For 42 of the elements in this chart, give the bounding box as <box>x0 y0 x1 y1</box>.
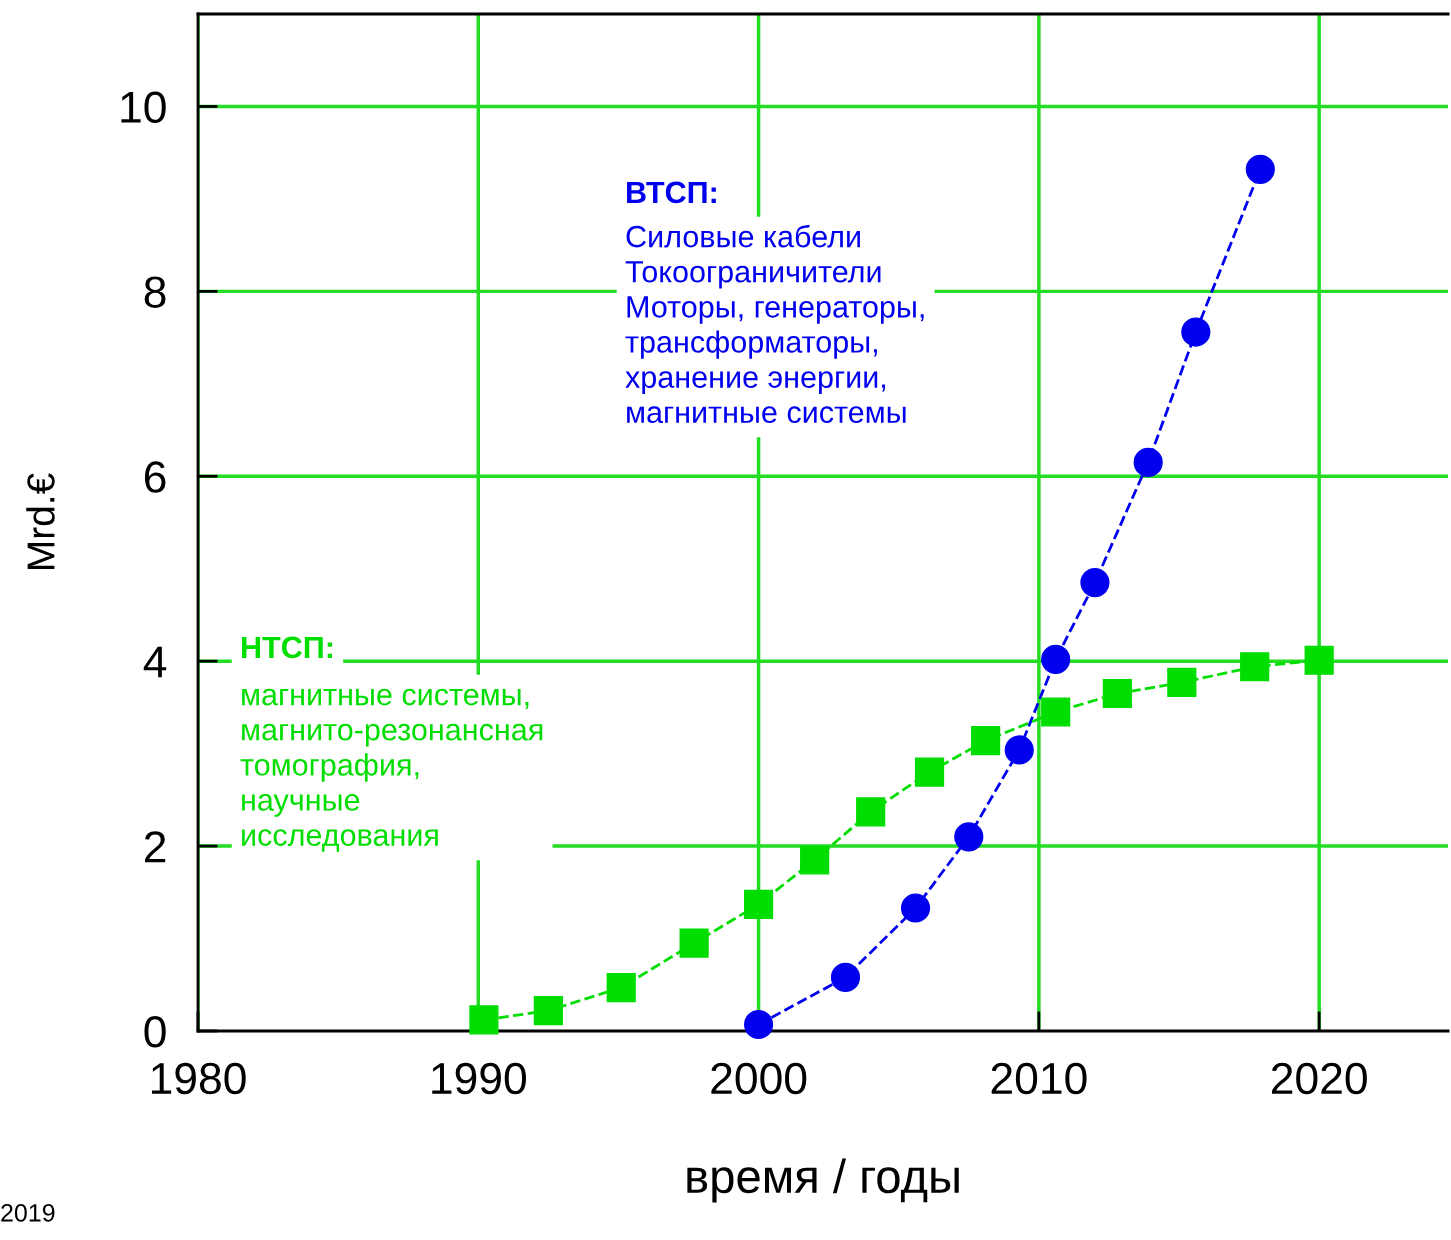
point <box>606 972 636 1003</box>
x-axis-title: время / годы <box>687 1158 959 1203</box>
point <box>1041 697 1071 727</box>
y-tick-label: 0 <box>144 1016 166 1048</box>
x-tick-label: 2010 <box>991 1062 1087 1095</box>
x-tick-label: 1980 <box>151 1062 246 1095</box>
point <box>971 726 1001 756</box>
point <box>1245 154 1275 184</box>
y-tick-label: 8 <box>144 276 166 308</box>
point <box>533 996 563 1026</box>
point <box>900 893 931 923</box>
point <box>743 1009 774 1040</box>
point <box>469 1005 499 1035</box>
point <box>914 757 945 787</box>
point <box>800 845 830 875</box>
point <box>743 889 774 919</box>
point <box>1181 317 1211 347</box>
annotation: НТСП: <box>242 636 332 659</box>
point <box>1041 644 1071 674</box>
point <box>1004 735 1034 765</box>
y-axis-title: Mrd.€ <box>26 473 55 570</box>
point <box>679 928 709 958</box>
point <box>830 962 861 992</box>
point <box>856 797 886 827</box>
point <box>1102 678 1132 709</box>
y-tick-label: 6 <box>144 461 166 493</box>
x-tick-label: 2000 <box>711 1062 807 1095</box>
x-tick-label: 1990 <box>432 1062 526 1095</box>
annotation: магнитные системы, магнито-резонансная томография, научные исследования <box>240 688 543 852</box>
point <box>954 822 984 852</box>
point <box>1133 447 1163 477</box>
text: 2019 <box>1 1204 55 1222</box>
point <box>1167 667 1197 698</box>
annotation: Силовые кабели Токоограничители Моторы, генераторы, трансформаторы, хранение энергии, магнитные системы <box>625 224 924 424</box>
y-tick-label: 10 <box>121 91 166 123</box>
point <box>1080 568 1110 598</box>
annotation: ВТСП: <box>627 181 716 204</box>
y-tick-label: 2 <box>144 831 166 863</box>
point <box>1240 652 1270 682</box>
point <box>1304 645 1334 675</box>
x-tick-label: 2020 <box>1271 1062 1367 1095</box>
y-tick-label: 4 <box>143 646 167 678</box>
